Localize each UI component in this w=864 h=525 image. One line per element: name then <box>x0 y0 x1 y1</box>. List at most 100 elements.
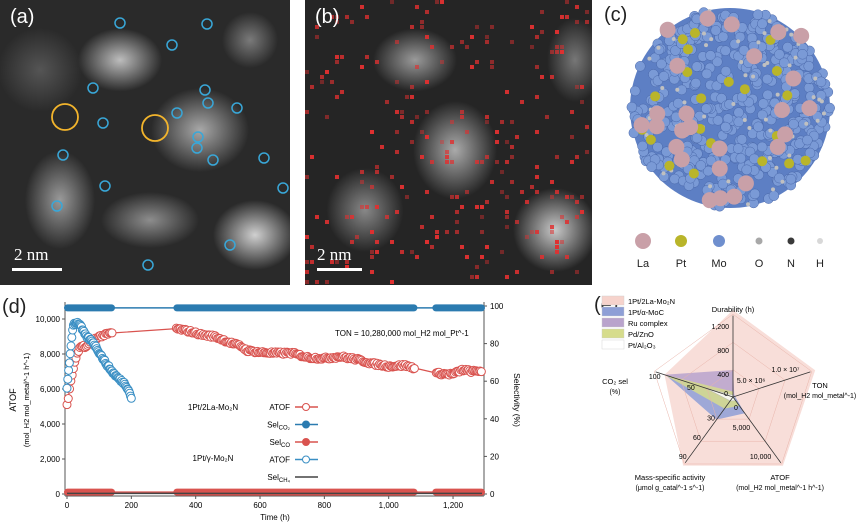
signal-pixel <box>445 155 449 159</box>
signal-pixel <box>505 160 509 164</box>
single-atom-circle <box>192 131 204 143</box>
signal-pixel <box>360 180 364 184</box>
signal-pixel <box>325 115 329 119</box>
signal-pixel <box>335 175 339 179</box>
signal-pixel <box>375 240 379 244</box>
la-atom <box>673 151 690 168</box>
signal-pixel <box>400 110 404 114</box>
signal-pixel <box>440 60 444 64</box>
signal-pixel <box>480 160 484 164</box>
radar-area-1pt2lamon <box>664 310 816 466</box>
y2-tick-label: 80 <box>490 340 499 349</box>
radar-tick-label: 1,200 <box>711 324 729 331</box>
signal-pixel <box>325 220 329 224</box>
signal-pixel <box>415 255 419 259</box>
x-tick-label: 0 <box>65 501 70 510</box>
o-atom <box>656 45 661 50</box>
mo-atom <box>656 58 667 70</box>
pt-atom <box>645 134 656 145</box>
legend-entry-label: ATOF <box>269 403 290 412</box>
signal-pixel <box>395 150 399 154</box>
signal-pixel <box>410 140 414 144</box>
signal-pixel <box>430 45 434 49</box>
y-tick-label: 0 <box>56 490 61 499</box>
signal-pixel <box>390 175 394 179</box>
o-atom <box>774 165 779 170</box>
x-tick-label: 400 <box>189 501 203 510</box>
pt-atom <box>771 65 782 76</box>
signal-pixel <box>395 210 399 214</box>
legend-marker <box>302 455 310 464</box>
la-atom <box>801 100 818 117</box>
signal-pixel <box>330 260 334 264</box>
signal-pixel <box>575 200 579 204</box>
atof-marker <box>63 374 73 384</box>
x-tick-label: 1,200 <box>443 501 464 510</box>
signal-pixel <box>410 250 414 254</box>
signal-pixel <box>485 155 489 159</box>
radar-axis-title: TON <box>812 381 828 390</box>
signal-pixel <box>535 190 539 194</box>
signal-pixel <box>465 130 469 134</box>
o-atom <box>767 156 772 161</box>
signal-pixel <box>400 185 404 189</box>
atof-marker <box>66 341 76 351</box>
signal-pixel <box>425 240 429 244</box>
y2-tick-label: 60 <box>490 377 499 386</box>
pt-atom <box>688 168 699 179</box>
legend-marker <box>302 420 310 429</box>
o-atom <box>644 132 649 137</box>
signal-pixel <box>415 115 419 119</box>
nanoparticle-illustration: La Pt Mo O N H <box>626 7 835 270</box>
legend-label-h: H <box>816 258 824 270</box>
y2-axis-title: Selectivity (%) <box>512 373 522 427</box>
mo-atom <box>711 80 723 92</box>
mo-atom <box>670 45 681 56</box>
signal-pixel <box>395 130 399 134</box>
y-axis-title: ATOF <box>8 388 18 412</box>
mo-atom <box>802 134 813 146</box>
signal-pixel <box>405 95 409 99</box>
radar-tick-label: 30 <box>707 415 715 422</box>
mo-atom <box>705 155 717 166</box>
mo-atom <box>712 115 724 126</box>
o-atom <box>817 97 822 102</box>
o-atom <box>743 73 748 78</box>
mo-atom <box>736 134 748 145</box>
radar-tick-label: 10,000 <box>750 454 772 461</box>
o-atom <box>704 43 709 48</box>
signal-pixel <box>350 240 354 244</box>
pt-atom <box>689 27 700 38</box>
radar-axis-units: (μmol g_catal^-1 s^-1) <box>636 485 705 492</box>
mo-atom <box>712 56 723 68</box>
signal-pixel <box>555 50 559 54</box>
radar-axis-units: (mol_H2 mol_metal^-1 h^-1) <box>736 485 824 492</box>
signal-pixel <box>550 50 554 54</box>
signal-pixel <box>450 140 454 144</box>
la-atom <box>701 192 718 209</box>
mo-atom <box>803 82 815 94</box>
la-atom <box>711 140 728 157</box>
signal-pixel <box>485 200 489 204</box>
atof-marker <box>476 367 486 377</box>
signal-pixel <box>340 55 344 59</box>
o-atom <box>660 85 665 90</box>
signal-pixel <box>360 205 364 209</box>
mo-atom <box>785 173 797 185</box>
signal-pixel <box>345 265 349 269</box>
mo-atom <box>669 173 680 185</box>
legend-label-o: O <box>755 258 764 270</box>
la-atom <box>659 21 676 38</box>
signal-pixel <box>515 270 519 274</box>
signal-pixel <box>460 115 464 119</box>
la-atom <box>699 10 716 27</box>
radar-tick-label: 60 <box>693 435 701 442</box>
signal-pixel <box>575 155 579 159</box>
radar-axis-units: (mol_H2 mol_metal^-1) <box>784 393 857 400</box>
single-atom-circle <box>171 107 183 119</box>
signal-pixel <box>485 40 489 44</box>
mo-atom <box>672 97 684 109</box>
o-atom <box>756 40 761 45</box>
radar-axis <box>732 371 811 398</box>
